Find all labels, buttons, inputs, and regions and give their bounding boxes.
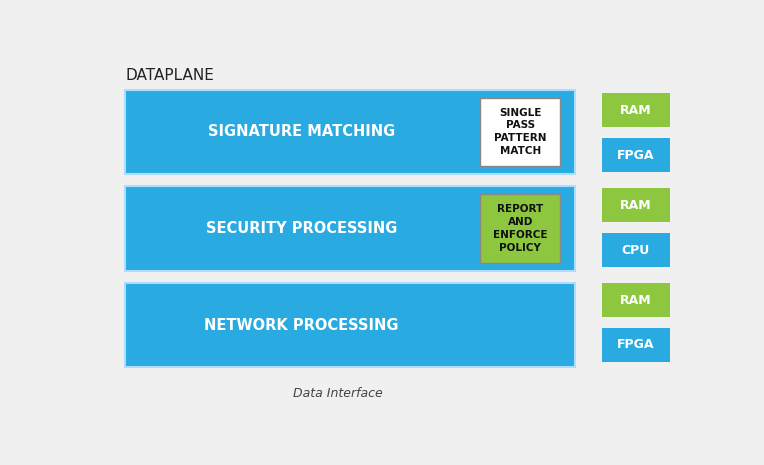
FancyBboxPatch shape [602, 93, 670, 127]
Text: SECURITY PROCESSING: SECURITY PROCESSING [206, 221, 397, 236]
FancyBboxPatch shape [602, 188, 670, 222]
FancyBboxPatch shape [125, 283, 575, 367]
Text: Data Interface: Data Interface [293, 386, 383, 399]
Text: CPU: CPU [622, 244, 650, 257]
Text: SIGNATURE MATCHING: SIGNATURE MATCHING [208, 124, 395, 140]
FancyBboxPatch shape [125, 186, 575, 271]
FancyBboxPatch shape [602, 138, 670, 172]
Text: SINGLE
PASS
PATTERN
MATCH: SINGLE PASS PATTERN MATCH [494, 108, 546, 156]
FancyBboxPatch shape [602, 328, 670, 362]
FancyBboxPatch shape [602, 233, 670, 267]
Text: RAM: RAM [620, 104, 652, 117]
Text: FPGA: FPGA [617, 149, 655, 162]
FancyBboxPatch shape [125, 90, 575, 174]
FancyBboxPatch shape [481, 98, 560, 166]
Text: RAM: RAM [620, 294, 652, 307]
Text: FPGA: FPGA [617, 339, 655, 352]
Text: NETWORK PROCESSING: NETWORK PROCESSING [204, 318, 399, 333]
FancyBboxPatch shape [481, 194, 560, 263]
Text: RAM: RAM [620, 199, 652, 212]
Text: REPORT
AND
ENFORCE
POLICY: REPORT AND ENFORCE POLICY [493, 204, 548, 253]
Text: DATAPLANE: DATAPLANE [125, 68, 214, 83]
FancyBboxPatch shape [602, 283, 670, 317]
